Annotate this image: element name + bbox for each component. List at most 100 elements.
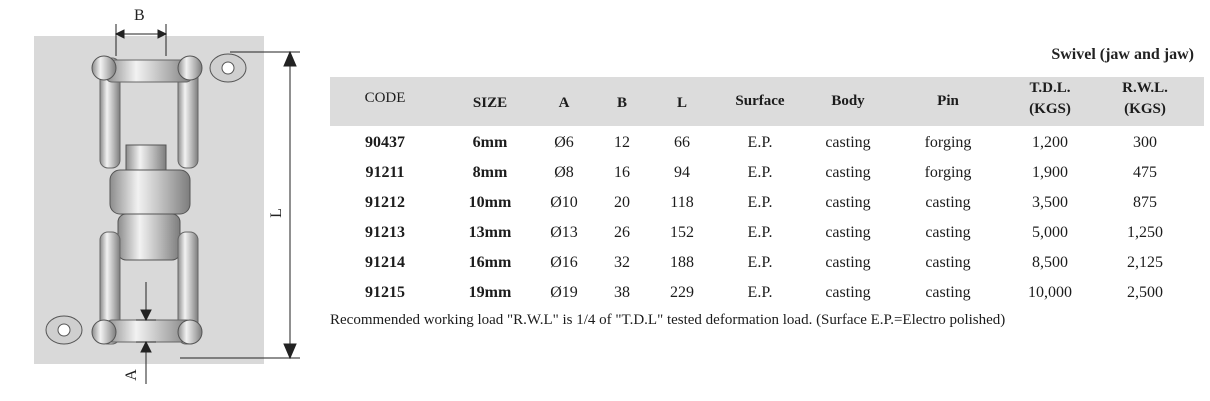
cell-code: 91215 xyxy=(365,284,405,301)
table-row: 91213 13mm Ø13 26 152 E.P. casting casting 5,000… xyxy=(330,224,1204,252)
cell-code: 91212 xyxy=(365,194,405,211)
cell-rwl: 2,500 xyxy=(1127,284,1163,301)
cell-b: 26 xyxy=(614,224,630,241)
cell-a: Ø19 xyxy=(550,284,578,301)
cell-size: 16mm xyxy=(468,254,512,271)
cell-body: casting xyxy=(825,224,871,241)
product-title: Swivel (jaw and jaw) xyxy=(1051,46,1194,63)
column-header-label: T.D.L. xyxy=(1029,80,1071,96)
cell-a: Ø6 xyxy=(554,134,574,151)
cell-b: 16 xyxy=(614,164,630,181)
table-row: 91211 8mm Ø8 16 94 E.P. casting forging 1,900 475 xyxy=(330,164,1204,192)
column-header-pin: Pin xyxy=(913,93,983,110)
column-header-label: Surface xyxy=(735,93,785,109)
cell-size: 6mm xyxy=(472,134,508,151)
table-row: 91215 19mm Ø19 38 229 E.P. casting casting 10,00… xyxy=(330,284,1204,312)
cell-rwl: 875 xyxy=(1133,194,1157,211)
table-row: 91214 16mm Ø16 32 188 E.P. casting casting 8,500… xyxy=(330,254,1204,282)
cell-tdl: 5,000 xyxy=(1032,224,1068,241)
column-header-label: Pin xyxy=(937,93,959,109)
column-header-label: CODE xyxy=(364,90,406,106)
column-header-unit: (KGS) xyxy=(1029,101,1071,117)
cell-size: 13mm xyxy=(468,224,512,241)
cell-rwl: 2,125 xyxy=(1127,254,1163,271)
cell-code: 91213 xyxy=(365,224,405,241)
cell-a: Ø10 xyxy=(550,194,578,211)
bottom-jaw xyxy=(45,231,203,345)
cell-tdl: 1,200 xyxy=(1032,134,1068,151)
cell-surface: E.P. xyxy=(747,254,773,271)
cell-b: 20 xyxy=(614,194,630,211)
cell-pin: casting xyxy=(925,254,971,271)
column-header-b: B xyxy=(602,95,642,112)
cell-pin: casting xyxy=(925,194,971,211)
top-jaw xyxy=(91,53,247,169)
cell-a: Ø13 xyxy=(550,224,578,241)
cell-size: 10mm xyxy=(468,194,512,211)
cell-code: 90437 xyxy=(365,134,405,151)
cell-surface: E.P. xyxy=(747,284,773,301)
table-row: 90437 6mm Ø6 12 66 E.P. casting forging 1,200 300 xyxy=(330,134,1204,162)
cell-surface: E.P. xyxy=(747,164,773,181)
column-header-label: Body xyxy=(831,93,865,109)
dimension-a xyxy=(136,282,156,384)
table-row: 91212 10mm Ø10 20 118 E.P. casting casting 3,500… xyxy=(330,194,1204,222)
dimension-l xyxy=(180,50,300,360)
column-header-label: R.W.L. xyxy=(1122,80,1168,96)
cell-size: 8mm xyxy=(472,164,508,181)
column-header-rwl: R.W.L. (KGS) xyxy=(1105,80,1185,118)
column-header-label: B xyxy=(616,95,627,111)
cell-b: 32 xyxy=(614,254,630,271)
cell-b: 12 xyxy=(614,134,630,151)
cell-rwl: 1,250 xyxy=(1127,224,1163,241)
cell-pin: forging xyxy=(924,134,972,151)
column-header-l: L xyxy=(657,95,707,112)
cell-pin: casting xyxy=(925,224,971,241)
swivel-drawing xyxy=(45,24,300,384)
dimension-b xyxy=(114,24,168,56)
cell-surface: E.P. xyxy=(747,134,773,151)
footnote: Recommended working load "R.W.L" is 1/4 … xyxy=(330,312,1006,328)
cell-body: casting xyxy=(825,164,871,181)
column-header-body: Body xyxy=(813,93,883,110)
column-header-a: A xyxy=(539,95,589,112)
cell-body: casting xyxy=(825,254,871,271)
column-header-label: A xyxy=(558,95,570,111)
cell-tdl: 10,000 xyxy=(1028,284,1072,301)
dimension-label-a: A xyxy=(122,369,140,381)
cell-tdl: 3,500 xyxy=(1032,194,1068,211)
cell-a: Ø8 xyxy=(554,164,574,181)
cell-pin: forging xyxy=(924,164,972,181)
cell-l: 118 xyxy=(670,194,694,211)
table-header xyxy=(330,77,1204,126)
cell-tdl: 1,900 xyxy=(1032,164,1068,181)
cell-body: casting xyxy=(825,284,871,301)
dimension-label-b: B xyxy=(134,7,145,24)
cell-tdl: 8,500 xyxy=(1032,254,1068,271)
cell-size: 19mm xyxy=(468,284,512,301)
cell-pin: casting xyxy=(925,284,971,301)
cell-code: 91211 xyxy=(365,164,405,181)
column-header-label: SIZE xyxy=(472,95,508,111)
cell-a: Ø16 xyxy=(550,254,578,271)
column-header-tdl: T.D.L. (KGS) xyxy=(1010,80,1090,118)
column-header-size: SIZE xyxy=(450,95,530,112)
column-header-label: L xyxy=(676,95,687,111)
cell-l: 152 xyxy=(670,224,694,241)
cell-body: casting xyxy=(825,194,871,211)
cell-b: 38 xyxy=(614,284,630,301)
cell-l: 94 xyxy=(674,164,690,181)
dimension-label-l: L xyxy=(267,208,285,218)
cell-surface: E.P. xyxy=(747,194,773,211)
column-header-surface: Surface xyxy=(720,93,800,110)
cell-l: 188 xyxy=(670,254,694,271)
cell-l: 66 xyxy=(674,134,690,151)
cell-l: 229 xyxy=(670,284,694,301)
column-header-unit: (KGS) xyxy=(1124,101,1166,117)
cell-rwl: 475 xyxy=(1133,164,1157,181)
cell-rwl: 300 xyxy=(1133,134,1157,151)
column-header-code: CODE xyxy=(345,90,425,107)
cell-code: 91214 xyxy=(365,254,405,271)
cell-surface: E.P. xyxy=(747,224,773,241)
product-figure: B L A xyxy=(0,0,320,401)
